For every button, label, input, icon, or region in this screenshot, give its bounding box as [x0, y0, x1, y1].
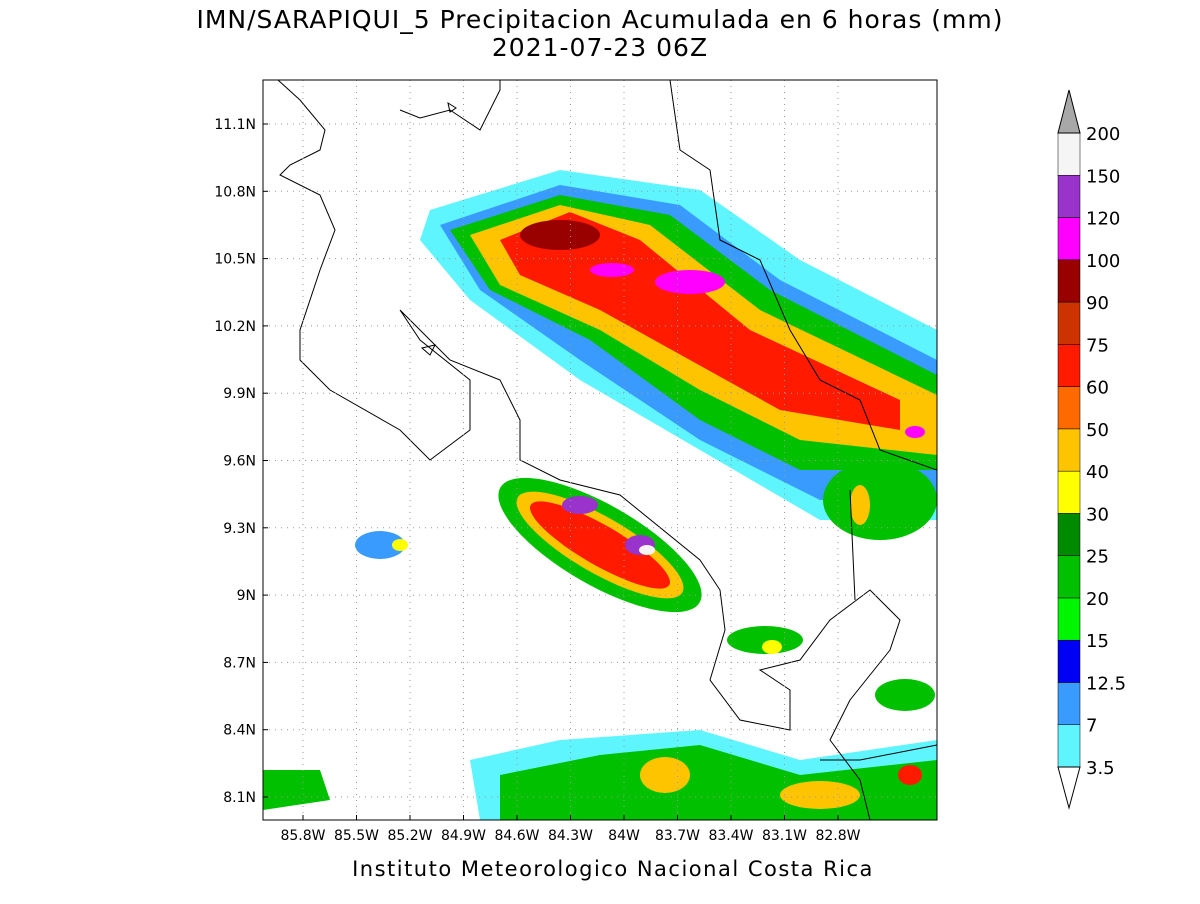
colorbar-label: 15: [1086, 631, 1109, 652]
colorbar-over: [1057, 89, 1081, 134]
colorbar-label: 20: [1086, 589, 1109, 610]
lat-label: 9.6N: [223, 454, 256, 470]
colorbar-box: [1057, 428, 1081, 472]
colorbar-box: [1057, 513, 1081, 556]
lon-label: 84.3W: [548, 828, 593, 844]
colorbar-box: [1057, 724, 1081, 768]
lat-label: 9.3N: [223, 521, 256, 537]
lat-label: 8.1N: [223, 790, 256, 806]
colorbar-box: [1057, 639, 1081, 683]
colorbar-box: [1057, 301, 1081, 345]
lat-label: 8.7N: [223, 655, 256, 671]
colorbar-label: 200: [1086, 124, 1120, 145]
colorbar-label: 25: [1086, 547, 1109, 568]
lat-label: 10.2N: [214, 319, 256, 335]
colorbar-box: [1057, 259, 1081, 303]
graticule: 11.1N 10.8N 10.5N 10.2N 9.9N 9.6N 9.3N 9N 8.7N 8.…: [214, 80, 937, 844]
colorbar-label: 150: [1086, 166, 1120, 187]
lon-label: 85.5W: [334, 828, 379, 844]
colorbar-box: [1057, 386, 1081, 430]
lon-label: 82.8W: [815, 828, 860, 844]
lon-label: 83.1W: [762, 828, 807, 844]
lat-label: 10.8N: [214, 184, 256, 200]
colorbar-label: 75: [1086, 335, 1109, 356]
lon-label: 84W: [608, 828, 640, 844]
precip-field: [263, 170, 937, 820]
lon-label: 84.6W: [494, 828, 539, 844]
colorbar-label: 7: [1086, 716, 1097, 737]
lat-label: 10.5N: [214, 252, 256, 268]
colorbar-box: [1057, 470, 1081, 514]
colorbar: 3.5 7 12.5 15 20 25 30 40 50 60 75 90 100 120 150 200: [1057, 89, 1126, 810]
colorbar-label: 50: [1086, 420, 1109, 441]
lat-label: 11.1N: [214, 117, 256, 133]
colorbar-label: 120: [1086, 209, 1120, 230]
colorbar-label: 60: [1086, 378, 1109, 399]
colorbar-box: [1057, 597, 1081, 641]
lon-label: 85.8W: [280, 828, 325, 844]
footer: Instituto Meteorologico Nacional Costa R…: [352, 857, 874, 881]
lon-label: 83.4W: [708, 828, 753, 844]
lon-label: 85.2W: [387, 828, 432, 844]
colorbar-label: 40: [1086, 462, 1109, 483]
colorbar-label: 3.5: [1086, 758, 1115, 779]
colorbar-box: [1057, 344, 1081, 387]
colorbar-box: [1057, 217, 1081, 261]
colorbar-label: 90: [1086, 293, 1109, 314]
map-frame: [262, 79, 938, 821]
colorbar-label: 30: [1086, 504, 1109, 525]
lat-label: 9N: [237, 588, 256, 604]
subtitle: 2021-07-23 06Z: [492, 33, 708, 62]
lat-label: 8.4N: [223, 723, 256, 739]
title: IMN/SARAPIQUI_5 Precipitacion Acumulada …: [196, 5, 1003, 34]
colorbar-box: [1057, 132, 1081, 176]
coastline: [277, 80, 937, 820]
colorbar-box: [1057, 682, 1081, 725]
colorbar-box: [1057, 175, 1081, 218]
lat-label: 9.9N: [223, 386, 256, 402]
colorbar-under: [1057, 766, 1081, 810]
colorbar-label: 100: [1086, 251, 1120, 272]
lon-label: 83.7W: [655, 828, 700, 844]
lon-label: 84.9W: [441, 828, 486, 844]
colorbar-box: [1057, 555, 1081, 599]
colorbar-label: 12.5: [1086, 673, 1126, 694]
